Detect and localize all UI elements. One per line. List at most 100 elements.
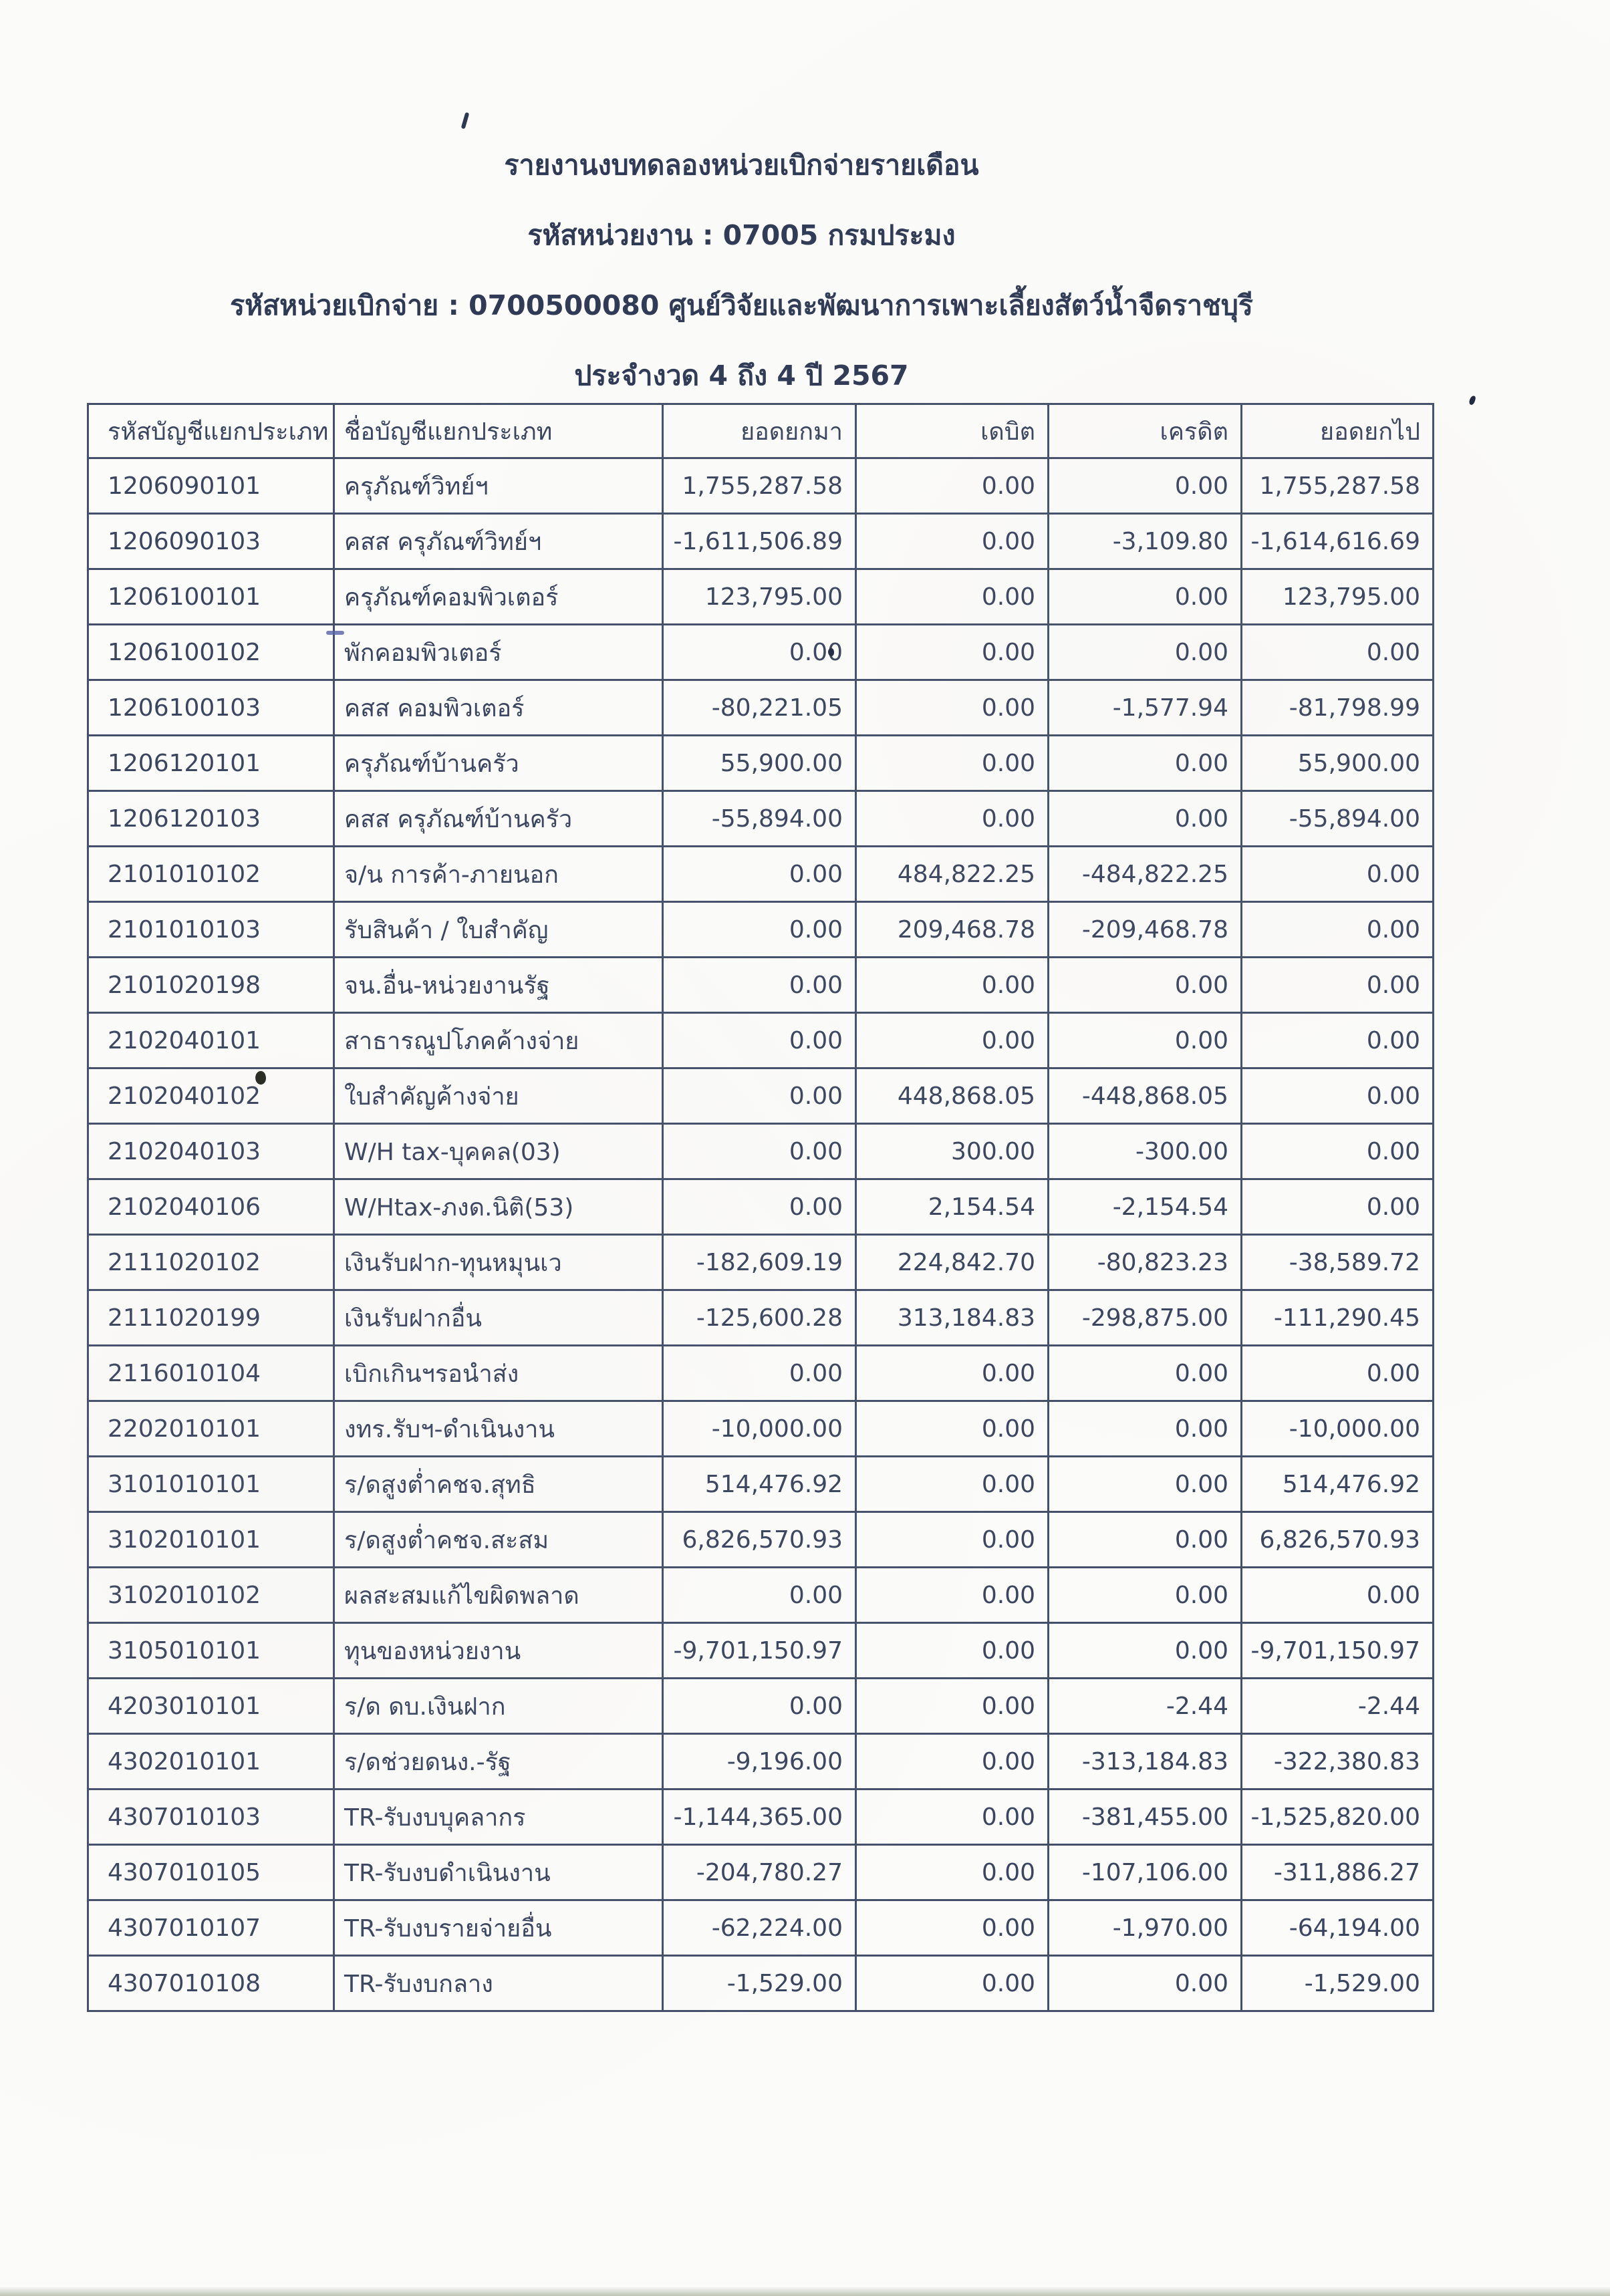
cell-credit: 0.00 — [1047, 790, 1242, 847]
cell-brought-forward: 0.00 — [662, 623, 857, 681]
table-row: 2111020199 เงินรับฝากอื่น -125,600.28 313,1… — [87, 1289, 1434, 1346]
cell-debit: 0.00 — [855, 1677, 1049, 1735]
trial-balance-table: รหัสบัญชีแยกประเภท ชื่อบัญชีแยกประเภท ยอ… — [87, 403, 1434, 2012]
cell-account-code: 2111020102 — [87, 1234, 335, 1291]
cell-account-code: 1206100102 — [87, 623, 335, 681]
cell-debit: 209,468.78 — [855, 901, 1049, 958]
cell-account-name: เงินรับฝาก-ทุนหมุนเว — [333, 1234, 664, 1291]
cell-credit: 0.00 — [1047, 1622, 1242, 1679]
cell-debit: 484,822.25 — [855, 845, 1049, 903]
cell-account-name: TR-รับงบกลาง — [333, 1955, 664, 2012]
cell-carried-forward: 0.00 — [1240, 1067, 1434, 1125]
table-row: 2101010102 จ/น การค้า-ภายนอก 0.00 484,822.2… — [87, 845, 1434, 903]
cell-credit: -448,868.05 — [1047, 1067, 1242, 1125]
scanner-edge-shadow — [0, 2287, 1610, 2296]
cell-credit: 0.00 — [1047, 734, 1242, 792]
cell-credit: -2.44 — [1047, 1677, 1242, 1735]
cell-credit: -3,109.80 — [1047, 513, 1242, 570]
cell-account-code: 2101010103 — [87, 901, 335, 958]
cell-brought-forward: 0.00 — [662, 1123, 857, 1180]
cell-debit: 0.00 — [855, 1844, 1049, 1901]
cell-carried-forward: 0.00 — [1240, 1344, 1434, 1402]
cell-credit: 0.00 — [1047, 623, 1242, 681]
report-title: รายงานงบทดลองหน่วยเบิกจ่ายรายเดือน — [504, 149, 979, 181]
cell-brought-forward: 55,900.00 — [662, 734, 857, 792]
cell-debit: 224,842.70 — [855, 1234, 1049, 1291]
cell-brought-forward: -55,894.00 — [662, 790, 857, 847]
cell-carried-forward: 1,755,287.58 — [1240, 457, 1434, 515]
cell-account-name: TR-รับงบดำเนินงาน — [333, 1844, 664, 1901]
cell-debit: 0.00 — [855, 1344, 1049, 1402]
cell-brought-forward: 0.00 — [662, 1067, 857, 1125]
table-row: 2116010104 เบิกเกินฯรอนำส่ง 0.00 0.00 0.00 0.… — [87, 1344, 1434, 1402]
cell-account-code: 4307010108 — [87, 1955, 335, 2012]
cell-brought-forward: 0.00 — [662, 1344, 857, 1402]
cell-account-name: TR-รับงบบุคลากร — [333, 1788, 664, 1846]
table-row: 2102040106 W/Htax-ภงด.นิติ(53) 0.00 2,154.5… — [87, 1178, 1434, 1236]
cell-debit: 0.00 — [855, 1566, 1049, 1624]
cell-account-code: 1206090101 — [87, 457, 335, 515]
cell-account-code: 4307010107 — [87, 1899, 335, 1957]
cell-carried-forward: 55,900.00 — [1240, 734, 1434, 792]
column-header-account-code: รหัสบัญชีแยกประเภท — [87, 403, 335, 459]
cell-debit: 0.00 — [855, 1788, 1049, 1846]
cell-brought-forward: 0.00 — [662, 956, 857, 1014]
cell-brought-forward: -9,701,150.97 — [662, 1622, 857, 1679]
cell-debit: 0.00 — [855, 1455, 1049, 1513]
table-row: 4307010103 TR-รับงบบุคลากร -1,144,365.00 0.… — [87, 1788, 1434, 1846]
cell-debit: 0.00 — [855, 956, 1049, 1014]
cell-brought-forward: 6,826,570.93 — [662, 1511, 857, 1568]
table-row: 4307010108 TR-รับงบกลาง -1,529.00 0.00 0.00-… — [87, 1955, 1434, 2012]
cell-credit: -381,455.00 — [1047, 1788, 1242, 1846]
cell-carried-forward: -322,380.83 — [1240, 1733, 1434, 1790]
table-row: 3101010101 ร/ดสูงต่ำคชจ.สุทธิ 514,476.92 0.… — [87, 1455, 1434, 1513]
cell-credit: 0.00 — [1047, 1566, 1242, 1624]
cell-credit: 0.00 — [1047, 568, 1242, 625]
cell-carried-forward: 0.00 — [1240, 1012, 1434, 1069]
cell-account-name: ครุภัณฑ์คอมพิวเตอร์ — [333, 568, 664, 625]
cell-account-name: TR-รับงบรายจ่ายอื่น — [333, 1899, 664, 1957]
cell-debit: 448,868.05 — [855, 1067, 1049, 1125]
cell-debit: 0.00 — [855, 623, 1049, 681]
table-row: 2101010103 รับสินค้า / ใบสำคัญ 0.00 209,468… — [87, 901, 1434, 958]
cell-brought-forward: -1,144,365.00 — [662, 1788, 857, 1846]
cell-credit: -209,468.78 — [1047, 901, 1242, 958]
cell-account-name: เบิกเกินฯรอนำส่ง — [333, 1344, 664, 1402]
table-row: 2202010101 งทร.รับฯ-ดำเนินงาน -10,000.00 0.… — [87, 1400, 1434, 1457]
cell-brought-forward: 0.00 — [662, 901, 857, 958]
cell-brought-forward: -9,196.00 — [662, 1733, 857, 1790]
table-row: 4302010101 ร/ดช่วยดนง.-รัฐ -9,196.00 0.00 -3… — [87, 1733, 1434, 1790]
cell-account-code: 2116010104 — [87, 1344, 335, 1402]
cell-account-code: 1206100101 — [87, 568, 335, 625]
disbursement-unit-line: รหัสหน่วยเบิกจ่าย : 0700500080 ศูนย์วิจั… — [230, 289, 1253, 321]
cell-account-code: 2202010101 — [87, 1400, 335, 1457]
cell-account-name: เงินรับฝากอื่น — [333, 1289, 664, 1346]
cell-carried-forward: -2.44 — [1240, 1677, 1434, 1735]
cell-credit: -1,577.94 — [1047, 679, 1242, 736]
cell-credit: -298,875.00 — [1047, 1289, 1242, 1346]
cell-carried-forward: 123,795.00 — [1240, 568, 1434, 625]
scan-artifact-ink-stroke — [460, 112, 470, 130]
cell-account-code: 4307010103 — [87, 1788, 335, 1846]
cell-debit: 0.00 — [855, 734, 1049, 792]
column-header-brought-forward: ยอดยกมา — [662, 403, 857, 459]
cell-account-code: 3105010101 — [87, 1622, 335, 1679]
cell-account-name: ทุนของหน่วยงาน — [333, 1622, 664, 1679]
cell-debit: 0.00 — [855, 1733, 1049, 1790]
cell-carried-forward: 0.00 — [1240, 845, 1434, 903]
cell-debit: 2,154.54 — [855, 1178, 1049, 1236]
cell-carried-forward: -1,529.00 — [1240, 1955, 1434, 2012]
cell-debit: 0.00 — [855, 679, 1049, 736]
cell-debit: 0.00 — [855, 457, 1049, 515]
table-row: 4307010107 TR-รับงบรายจ่ายอื่น -62,224.00 0… — [87, 1899, 1434, 1957]
table-header-row: รหัสบัญชีแยกประเภท ชื่อบัญชีแยกประเภท ยอ… — [87, 403, 1434, 459]
cell-credit: -300.00 — [1047, 1123, 1242, 1180]
cell-account-code: 4203010101 — [87, 1677, 335, 1735]
cell-account-name: W/Htax-ภงด.นิติ(53) — [333, 1178, 664, 1236]
trial-balance-body: 1206090101 ครุภัณฑ์วิทย์ฯ 1,755,287.58 0.00… — [87, 457, 1434, 2012]
cell-debit: 0.00 — [855, 1955, 1049, 2012]
cell-account-name: W/H tax-บุคคล(03) — [333, 1123, 664, 1180]
table-row: 2101020198 จน.อื่น-หน่วยงานรัฐ 0.00 0.00 0.0… — [87, 956, 1434, 1014]
cell-brought-forward: 0.00 — [662, 1677, 857, 1735]
cell-brought-forward: 0.00 — [662, 845, 857, 903]
